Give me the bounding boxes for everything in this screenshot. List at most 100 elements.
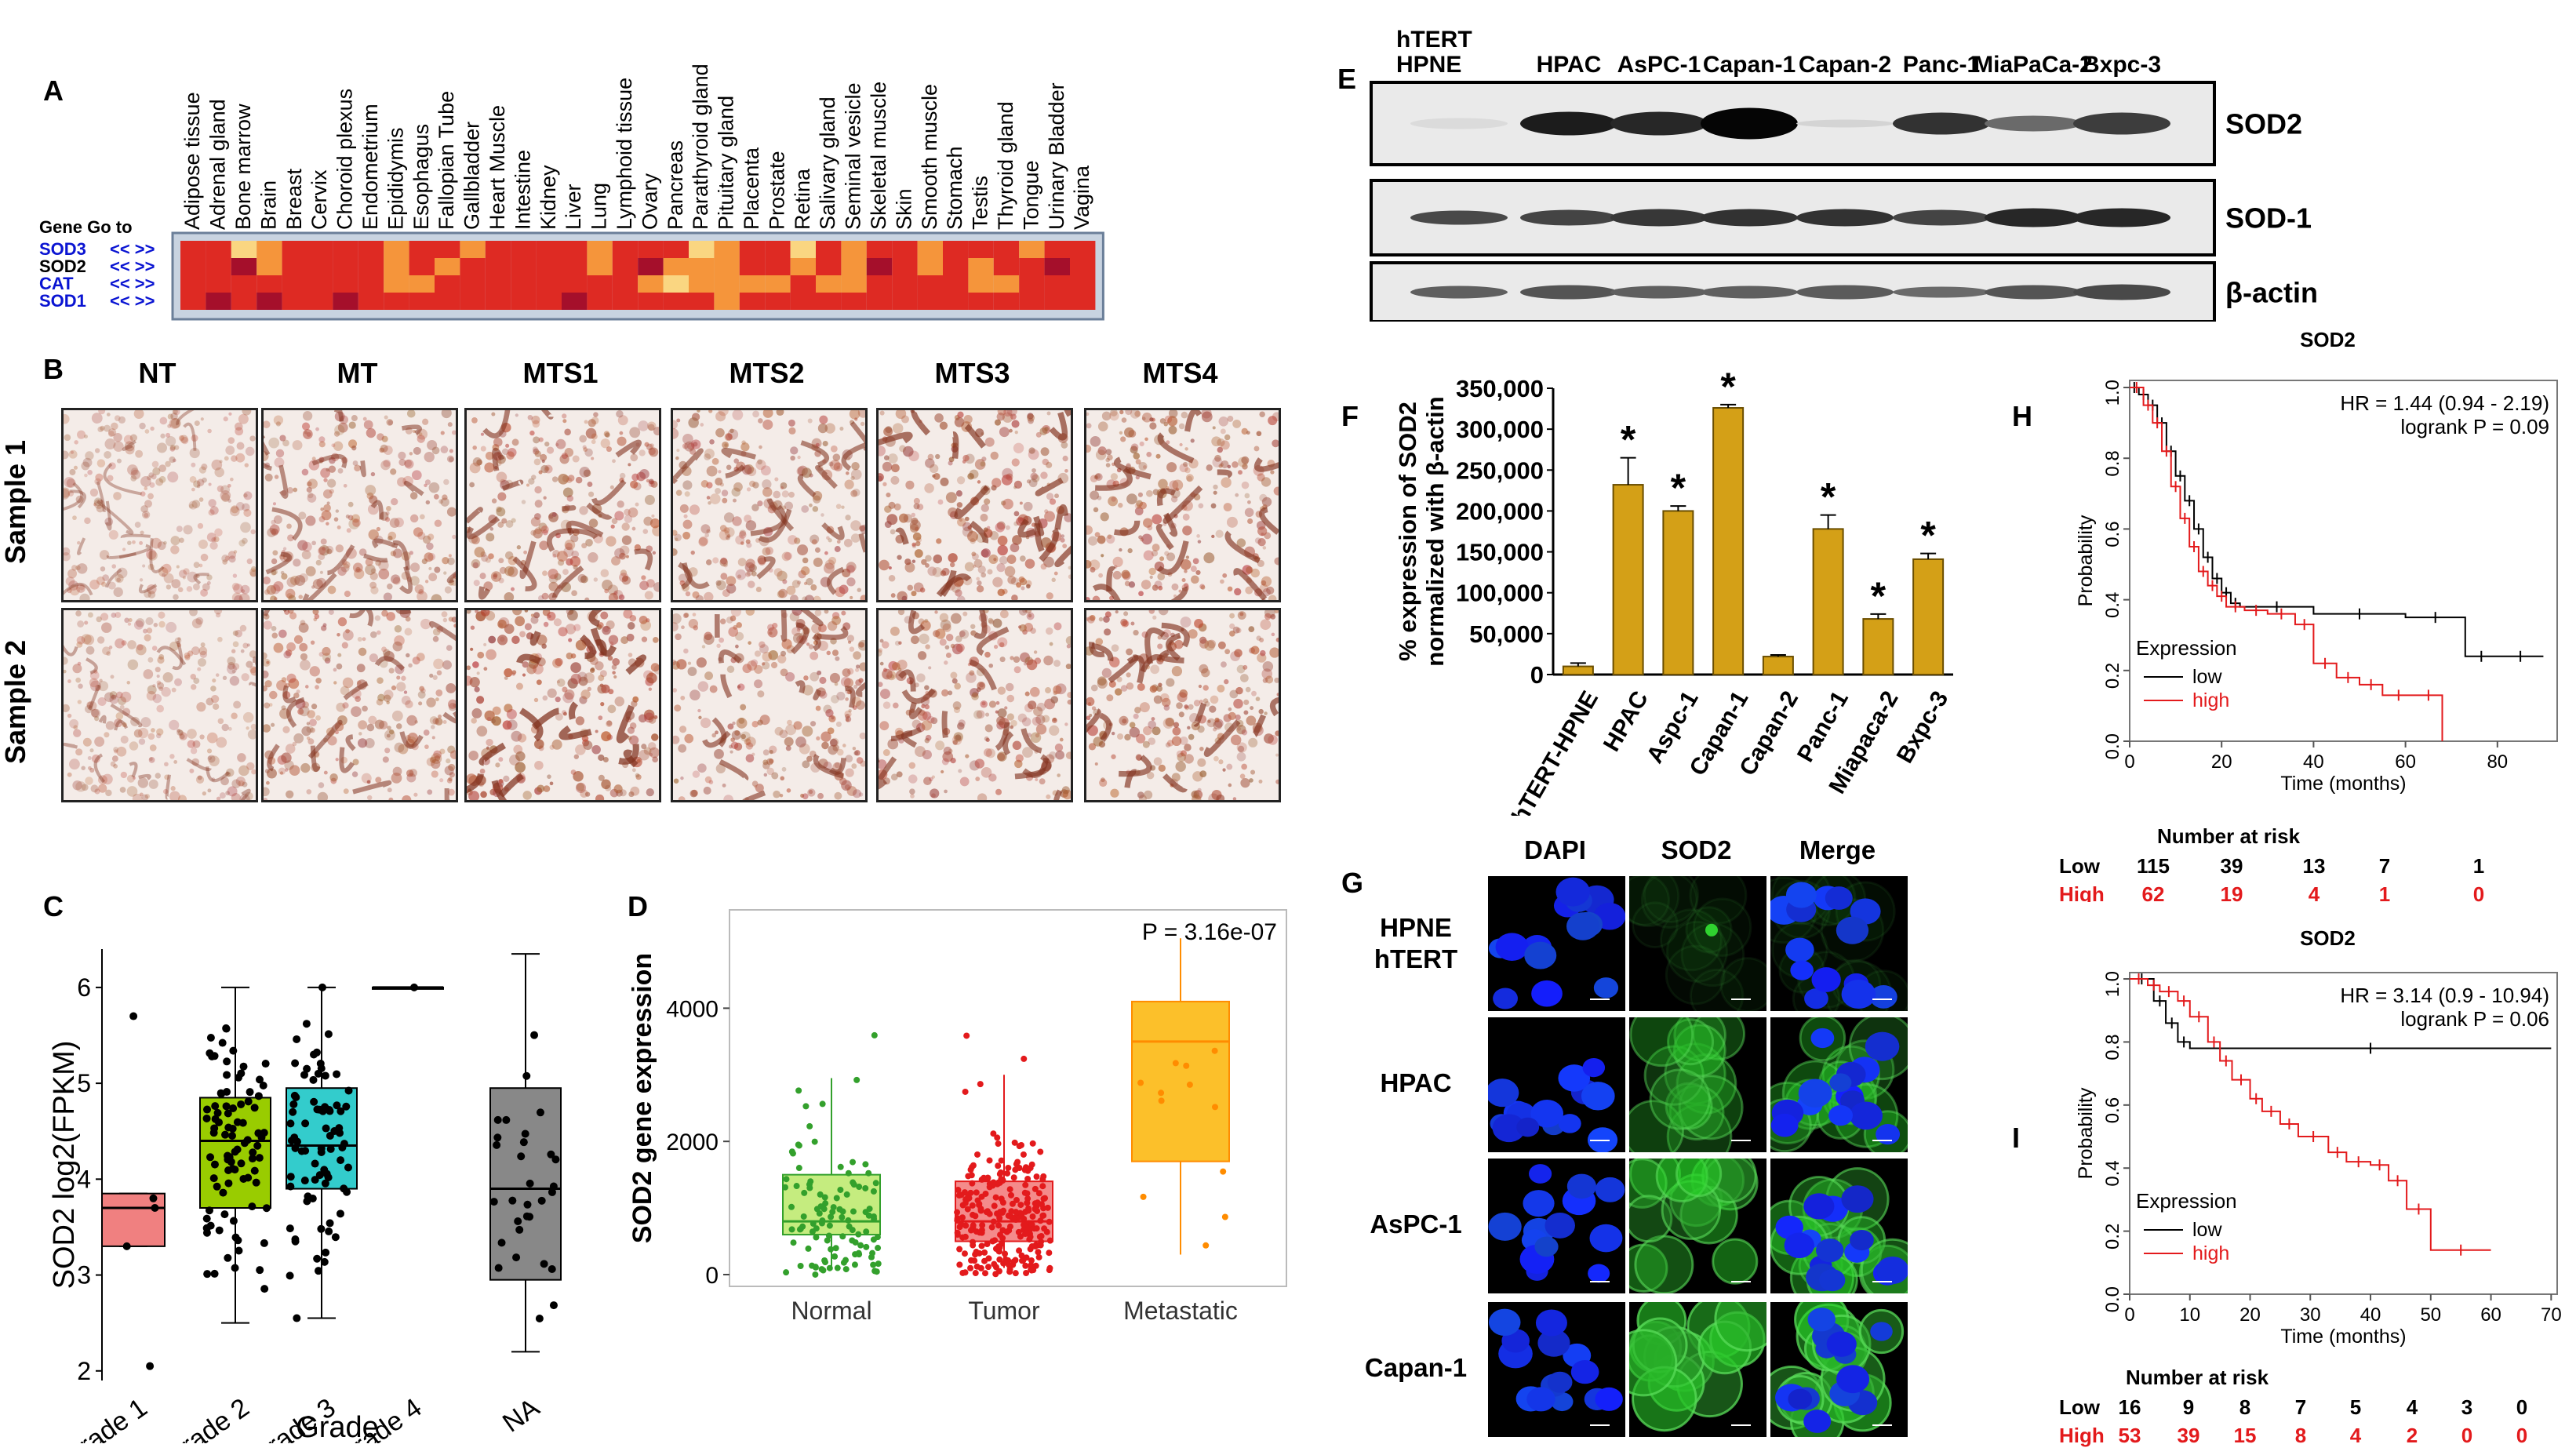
d-point: [1221, 1213, 1228, 1220]
c-point: [320, 1257, 329, 1266]
ihc-cell: [310, 727, 315, 733]
panel-i-km-plot: SOD2 0.0 0.2 0.4 0.6 0.8 1.0 0 10 20 30 40 50 60 70 Pro…: [2039, 910, 2573, 1451]
heatmap-cell: [180, 241, 206, 258]
ihc-cell: [86, 646, 95, 655]
ihc-cell: [1226, 763, 1233, 770]
tissue-label: Salivary gland: [816, 96, 839, 230]
d-point: [870, 1261, 877, 1268]
ihc-cell: [370, 471, 376, 477]
ihc-cell: [114, 749, 118, 754]
ihc-cell: [859, 525, 865, 532]
c-point: [326, 1219, 334, 1228]
ihc-cell: [1210, 695, 1219, 704]
ihc-cell: [685, 591, 691, 597]
ihc-cell: [955, 643, 965, 653]
ihc-cell: [424, 479, 431, 486]
ihc-cell: [1235, 627, 1242, 634]
ihc-cell: [1202, 698, 1209, 704]
ihc-cell: [282, 439, 289, 447]
ihc-cell: [72, 664, 82, 674]
c-point: [229, 1104, 238, 1113]
ihc-cell: [469, 462, 481, 474]
ihc-cell: [346, 528, 351, 533]
ihc-cell: [726, 534, 731, 538]
c-point: [235, 1246, 243, 1255]
ihc-cell: [1086, 412, 1090, 416]
panel-label-i: I: [2012, 1122, 2021, 1154]
km-curve-high: [2130, 387, 2443, 741]
d-point: [976, 1229, 983, 1236]
ihc-cell: [66, 478, 76, 488]
ihc-cell: [1249, 778, 1253, 783]
ihc-cell: [644, 494, 655, 505]
ihc-cell: [675, 489, 682, 497]
ihc-cell: [1051, 577, 1056, 583]
ihc-cell: [606, 620, 615, 630]
d-x-tick-label: Normal: [791, 1297, 871, 1325]
ihc-cell: [830, 445, 838, 453]
heatmap-cell: [689, 258, 715, 275]
ihc-cell: [1105, 449, 1112, 456]
d-point: [994, 1134, 1001, 1141]
ihc-cell: [754, 664, 763, 675]
ihc-cell: [556, 678, 566, 687]
tissue-label: Ovary: [638, 173, 661, 230]
ihc-cell: [384, 517, 391, 522]
ihc-cell: [1177, 692, 1188, 703]
ihc-cell: [631, 526, 636, 531]
heatmap-cell: [562, 293, 588, 310]
c-point: [497, 1239, 506, 1247]
ihc-cell: [619, 552, 626, 560]
ihc-cell: [1109, 411, 1119, 421]
ihc-cell: [1031, 716, 1042, 726]
ihc-cell: [492, 706, 501, 715]
ihc-cell: [773, 490, 781, 499]
ihc-cell: [892, 423, 904, 434]
c-point: [314, 1069, 322, 1078]
ihc-gland: [176, 410, 195, 426]
ihc-cell: [819, 690, 828, 699]
km-xlabel: Time (months): [2280, 773, 2406, 795]
ihc-gland: [969, 659, 997, 691]
tissue-label: Choroid plexus: [333, 89, 357, 230]
ihc-cell: [111, 755, 118, 762]
km-hr: HR = 3.14 (0.9 - 10.94): [2340, 984, 2549, 1007]
ihc-cell: [1004, 566, 1016, 577]
ihc-cell: [797, 580, 802, 585]
ihc-cell: [484, 462, 495, 473]
ihc-cell: [504, 551, 514, 560]
ihc-cell: [887, 453, 898, 464]
ihc-cell: [993, 558, 997, 562]
ihc-cell: [747, 660, 758, 671]
ihc-cell: [780, 668, 788, 677]
ihc-cell: [1107, 534, 1112, 540]
ihc-cell: [310, 640, 315, 645]
d-point: [955, 1187, 962, 1194]
heatmap-cell: [790, 293, 816, 310]
if-texture: [1488, 1057, 1618, 1152]
ihc-cell: [446, 645, 453, 651]
ihc-cell: [888, 574, 896, 582]
d-point: [982, 1190, 989, 1197]
ihc-cell: [1006, 555, 1017, 564]
ihc-gland: [399, 566, 413, 594]
ihc-cell: [431, 758, 441, 769]
d-point: [1018, 1252, 1025, 1259]
ihc-cell: [955, 490, 962, 497]
ihc-cell: [999, 642, 1005, 648]
ihc-cell: [355, 566, 361, 573]
ihc-cell: [678, 796, 686, 800]
ihc-cell: [1164, 551, 1170, 556]
ihc-cell: [326, 522, 329, 526]
c-point: [239, 1174, 248, 1183]
ihc-cell: [470, 625, 475, 630]
ihc-cell: [844, 710, 852, 718]
ihc-cell: [213, 536, 220, 543]
c-point: [229, 1046, 238, 1055]
ihc-cell: [132, 793, 143, 800]
ihc-cell: [853, 684, 858, 689]
ihc-cell: [977, 566, 986, 574]
d-point: [806, 1181, 813, 1188]
if-nucleus: [1595, 1387, 1623, 1411]
ihc-gland: [352, 780, 392, 795]
